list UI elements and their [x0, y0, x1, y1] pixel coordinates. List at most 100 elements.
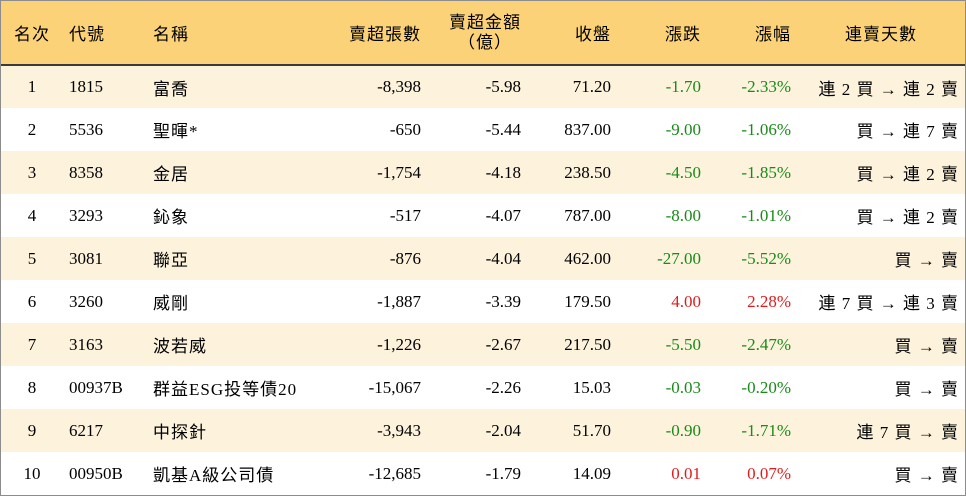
- cell-change-pct: -0.20%: [741, 377, 791, 397]
- cell-name: 鈊象: [153, 208, 189, 227]
- table-row: 4 3293 鈊象 -517 -4.07 787.00 -8.00 -1.01% 買 → 連 2…: [1, 194, 965, 237]
- cell-consecutive-sell-days: 買 → 連 2 賣: [856, 165, 959, 184]
- header-consecutive-sell-days: 連賣天數: [797, 1, 965, 66]
- cell-net-sell-lots: -876: [389, 248, 421, 268]
- cell-net-sell-amount: -2.67: [485, 334, 521, 354]
- cell-close: 71.20: [572, 77, 611, 96]
- cell-close: 14.09: [572, 463, 611, 483]
- cell-net-sell-amount: -5.44: [485, 119, 521, 139]
- cell-consecutive-sell-days: 連 7 買 → 連 3 賣: [818, 294, 959, 313]
- cell-net-sell-lots: -1,226: [377, 334, 421, 354]
- cell-change: -0.03: [665, 377, 701, 397]
- table-row: 10 00950B 凱基A級公司債 -12,685 -1.79 14.09 0.01 0.07…: [1, 452, 965, 495]
- cell-change: -9.00: [665, 119, 701, 139]
- cell-close: 462.00: [564, 248, 611, 268]
- table-row: 3 8358 金居 -1,754 -4.18 238.50 -4.50 -1.85% 買 → 連…: [1, 151, 965, 194]
- table-row: 2 5536 聖暉* -650 -5.44 837.00 -9.00 -1.06% 買 → 連 …: [1, 108, 965, 151]
- cell-rank: 3: [27, 162, 37, 182]
- table-header-row: 名次 代號 名稱 賣超張數 賣超金額 （億） 收盤 漲跌 漲幅 連賣天數: [1, 1, 965, 66]
- cell-change-pct: -2.33%: [741, 77, 791, 96]
- cell-name: 聯亞: [153, 251, 189, 270]
- cell-change: 0.01: [671, 463, 701, 483]
- cell-net-sell-lots: -1,887: [377, 291, 421, 311]
- cell-consecutive-sell-days: 買 → 賣: [894, 251, 959, 270]
- table-row: 5 3081 聯亞 -876 -4.04 462.00 -27.00 -5.52% 買 → 賣: [1, 237, 965, 280]
- cell-rank: 4: [27, 205, 37, 225]
- cell-name: 威剛: [153, 294, 189, 313]
- cell-rank: 7: [27, 334, 37, 354]
- cell-name: 群益ESG投等債20: [153, 380, 298, 399]
- cell-consecutive-sell-days: 連 7 買 → 賣: [856, 423, 959, 442]
- cell-consecutive-sell-days: 買 → 連 2 賣: [856, 208, 959, 227]
- cell-rank: 1: [27, 77, 37, 96]
- cell-net-sell-lots: -1,754: [377, 162, 421, 182]
- cell-name: 中探針: [153, 423, 207, 442]
- cell-code: 3163: [69, 334, 103, 354]
- header-change: 漲跌: [617, 1, 707, 66]
- cell-close: 217.50: [564, 334, 611, 354]
- cell-rank: 8: [27, 377, 37, 397]
- cell-code: 6217: [69, 420, 103, 440]
- cell-change-pct: 0.07%: [747, 463, 791, 483]
- cell-name: 聖暉*: [153, 122, 199, 141]
- cell-net-sell-amount: -5.98: [485, 77, 521, 96]
- cell-code: 5536: [69, 119, 103, 139]
- cell-change-pct: -2.47%: [741, 334, 791, 354]
- header-rank: 名次: [1, 1, 63, 66]
- cell-net-sell-lots: -650: [389, 119, 421, 139]
- cell-name: 富喬: [153, 79, 189, 99]
- cell-code: 3293: [69, 205, 103, 225]
- cell-change: 4.00: [671, 291, 701, 311]
- cell-net-sell-lots: -3,943: [377, 420, 421, 440]
- cell-consecutive-sell-days: 買 → 賣: [894, 380, 959, 399]
- cell-name: 波若威: [153, 337, 207, 356]
- cell-change: -5.50: [665, 334, 701, 354]
- cell-close: 837.00: [564, 119, 611, 139]
- cell-net-sell-amount: -2.04: [485, 420, 521, 440]
- cell-consecutive-sell-days: 買 → 賣: [894, 337, 959, 356]
- cell-rank: 5: [27, 248, 37, 268]
- cell-rank: 6: [27, 291, 37, 311]
- cell-name: 金居: [153, 165, 189, 184]
- cell-net-sell-lots: -8,398: [377, 77, 421, 96]
- cell-code: 00950B: [69, 463, 123, 483]
- cell-change: -4.50: [665, 162, 701, 182]
- cell-change-pct: -1.85%: [741, 162, 791, 182]
- cell-code: 8358: [69, 162, 103, 182]
- cell-consecutive-sell-days: 連 2 買 → 連 2 賣: [818, 79, 959, 99]
- cell-name: 凱基A級公司債: [153, 466, 275, 485]
- cell-change-pct: -1.71%: [741, 420, 791, 440]
- cell-consecutive-sell-days: 買 → 連 7 賣: [856, 122, 959, 141]
- cell-net-sell-lots: -517: [389, 205, 421, 225]
- cell-net-sell-amount: -2.26: [485, 377, 521, 397]
- cell-net-sell-lots: -12,685: [368, 463, 421, 483]
- header-code: 代號: [63, 1, 147, 66]
- table-row: 8 00937B 群益ESG投等債20 -15,067 -2.26 15.03 -0.03 -…: [1, 366, 965, 409]
- cell-code: 1815: [69, 77, 103, 96]
- cell-consecutive-sell-days: 買 → 賣: [894, 466, 959, 485]
- cell-change: -0.90: [665, 420, 701, 440]
- table-body: 1 1815 富喬 -8,398 -5.98 71.20 -1.70 -2.33% 連 2 買 …: [1, 65, 965, 495]
- cell-close: 51.70: [572, 420, 611, 440]
- header-close: 收盤: [527, 1, 617, 66]
- cell-code: 00937B: [69, 377, 123, 397]
- cell-code: 3081: [69, 248, 103, 268]
- cell-rank: 9: [27, 420, 37, 440]
- cell-net-sell-amount: -4.18: [485, 162, 521, 182]
- cell-close: 179.50: [564, 291, 611, 311]
- cell-change-pct: -1.01%: [741, 205, 791, 225]
- cell-rank: 2: [27, 119, 37, 139]
- cell-net-sell-amount: -3.39: [485, 291, 521, 311]
- header-net-sell-lots: 賣超張數: [337, 1, 427, 66]
- table-row: 6 3260 威剛 -1,887 -3.39 179.50 4.00 2.28% 連 7 買 →…: [1, 280, 965, 323]
- cell-net-sell-lots: -15,067: [368, 377, 421, 397]
- cell-close: 238.50: [564, 162, 611, 182]
- cell-change: -1.70: [665, 77, 701, 96]
- cell-change-pct: -5.52%: [741, 248, 791, 268]
- cell-close: 15.03: [572, 377, 611, 397]
- header-net-sell-amount-line1: 賣超金額: [449, 12, 521, 32]
- cell-net-sell-amount: -1.79: [485, 463, 521, 483]
- cell-close: 787.00: [564, 205, 611, 225]
